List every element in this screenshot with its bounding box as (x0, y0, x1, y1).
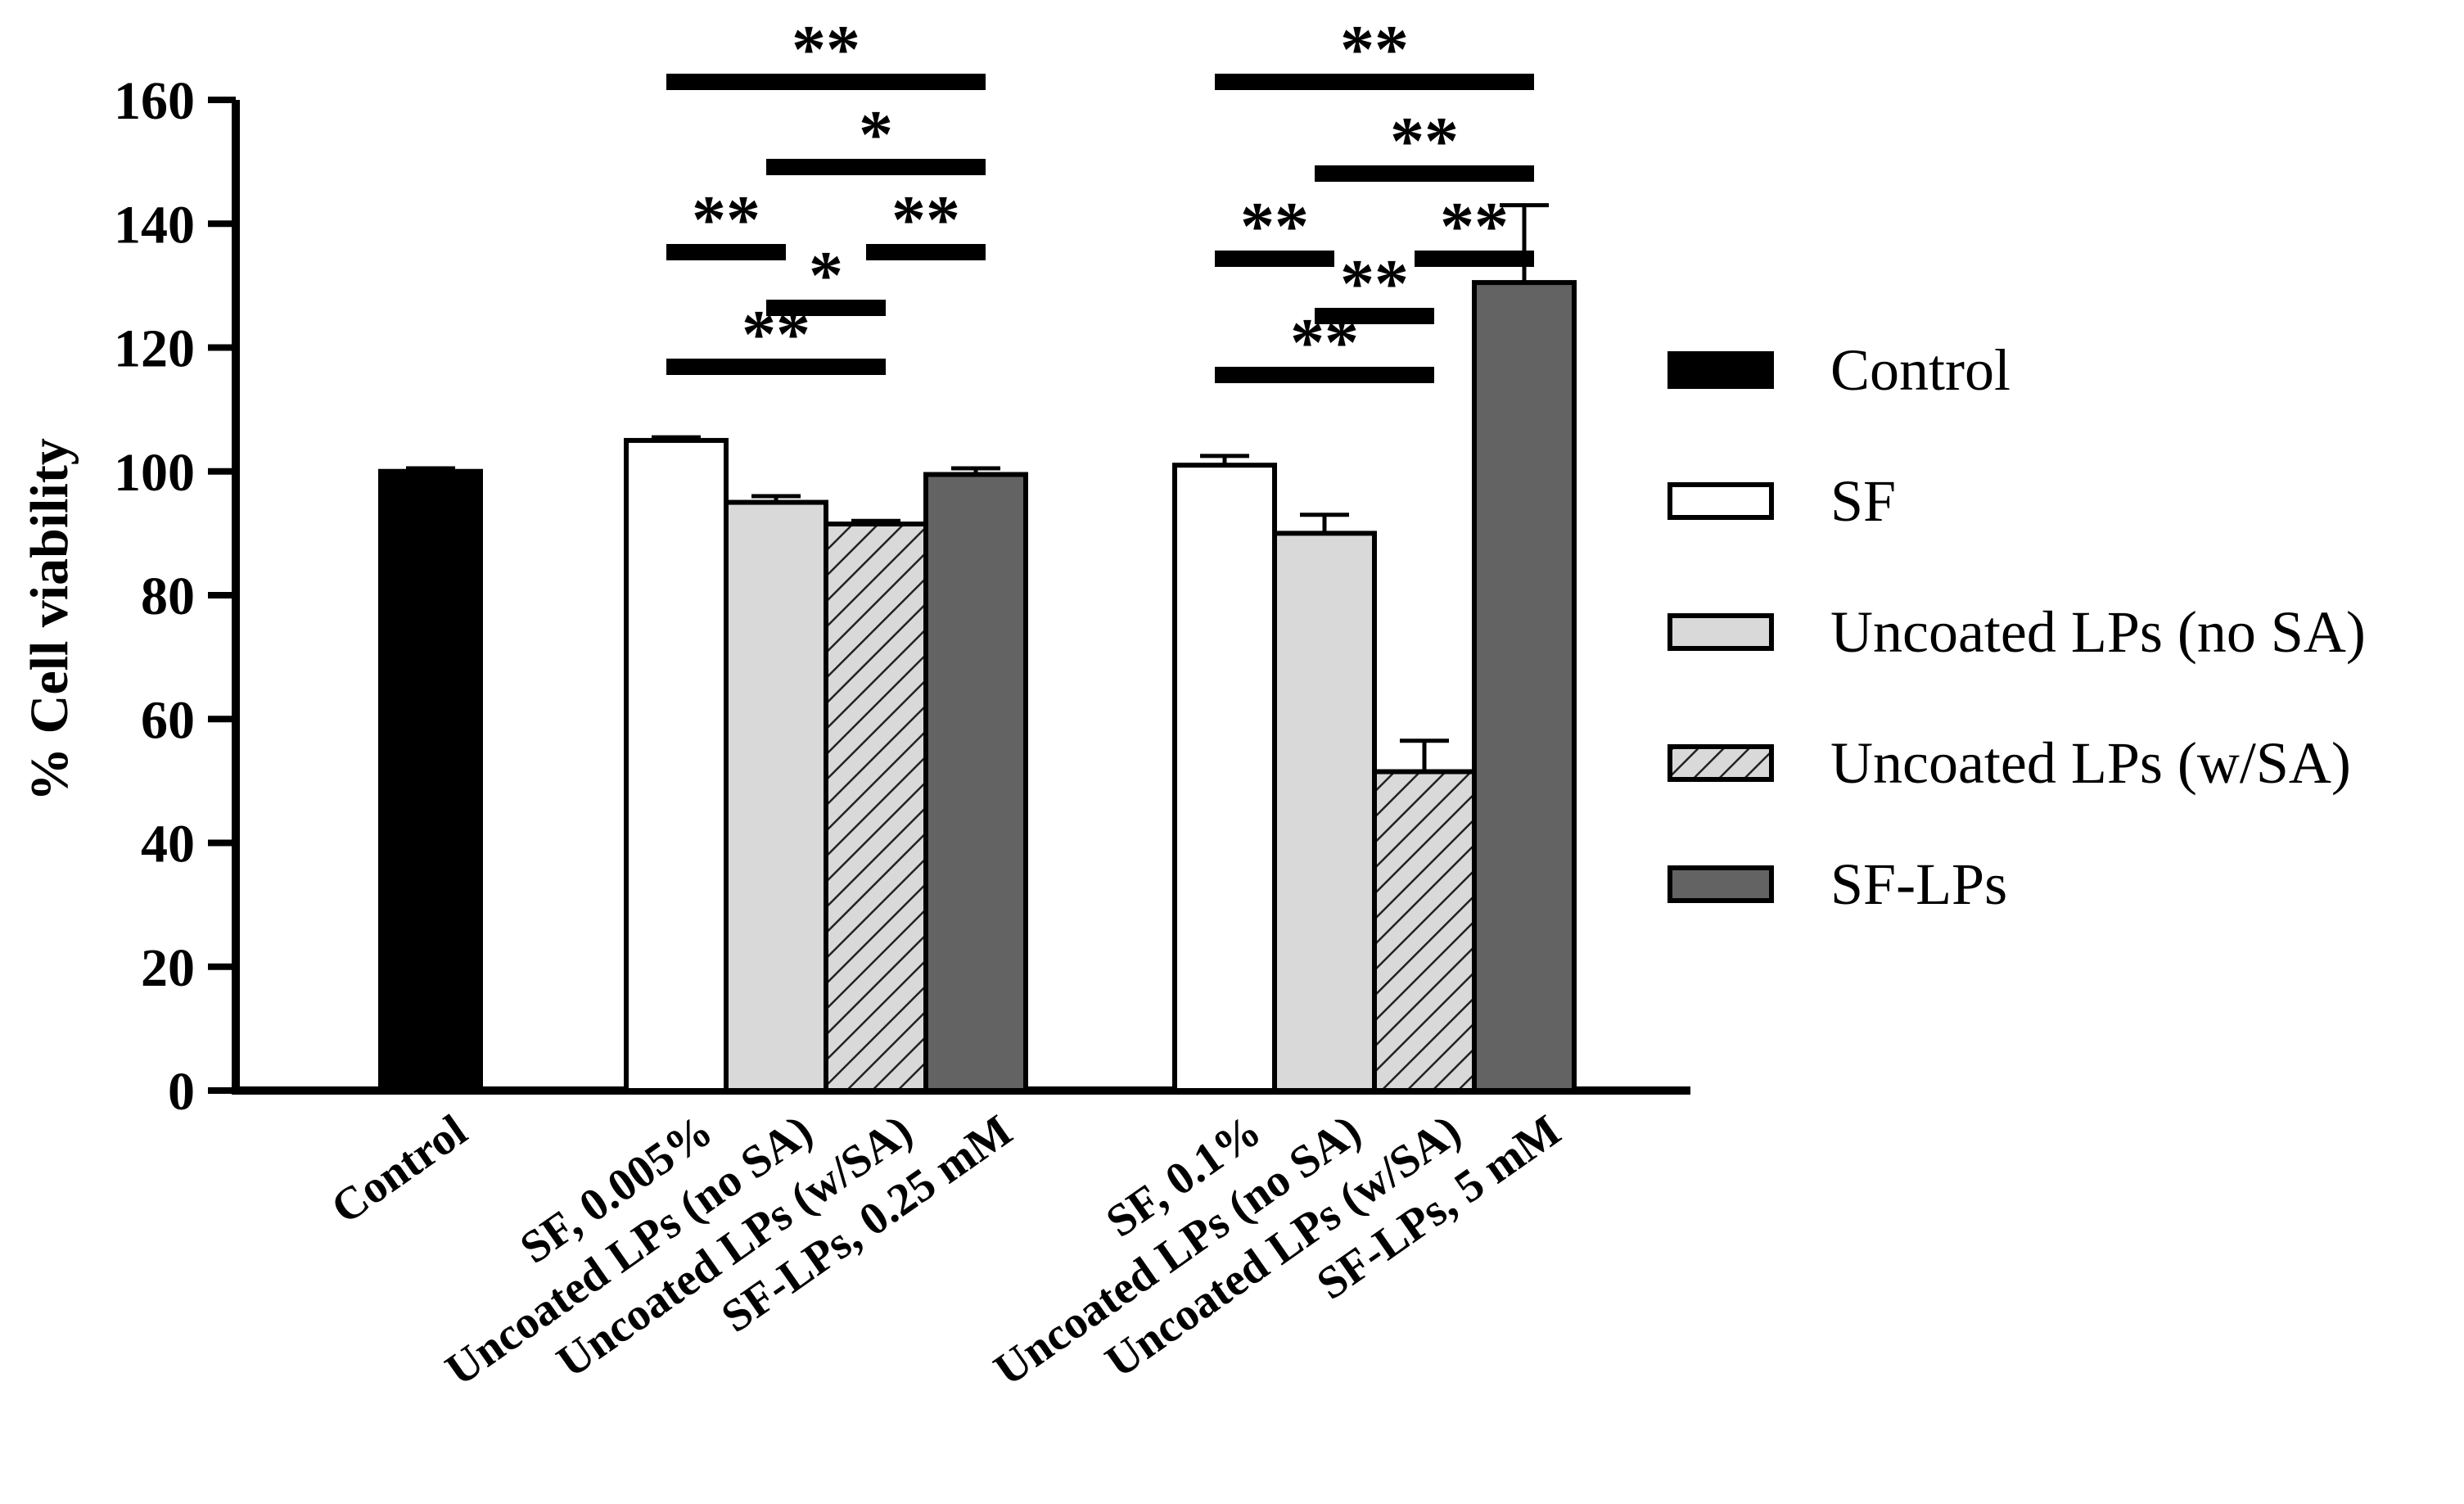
legend-label: SF-LPs (1830, 851, 2007, 917)
legend-label: Control (1830, 337, 2010, 403)
bar (1472, 280, 1577, 1093)
legend-label: Uncoated LPs (w/SA) (1830, 730, 2351, 796)
y-tick-label: 20 (141, 938, 195, 998)
bar (1272, 531, 1377, 1093)
legend-swatch (1667, 351, 1774, 389)
legend-label: Uncoated LPs (no SA) (1830, 599, 2366, 665)
y-tick-label: 120 (114, 319, 195, 379)
significance-stars: * (809, 237, 843, 314)
y-tick-label: 100 (114, 443, 195, 503)
bar (724, 499, 828, 1093)
legend-label: SF (1830, 468, 1896, 534)
bar (923, 472, 1028, 1093)
significance-stars: ** (1340, 11, 1409, 88)
significance-stars: ** (742, 296, 810, 373)
significance-stars: ** (692, 182, 760, 258)
significance-stars: * (859, 97, 893, 173)
bars (378, 280, 1577, 1093)
y-tick-label: 40 (141, 815, 195, 874)
y-tick-label: 140 (114, 195, 195, 255)
significance-stars: ** (1390, 103, 1459, 179)
significance-stars: ** (891, 182, 960, 258)
significance-stars: ** (792, 11, 860, 88)
significance-brackets: ***** *********** ****** (666, 11, 1534, 383)
legend-swatch (1667, 613, 1774, 651)
error-bars (406, 203, 1549, 772)
legend-swatch (1667, 482, 1774, 520)
bar (1372, 769, 1477, 1093)
y-axis-title: % Cell viability (20, 438, 79, 802)
category-labels: Control SF, 0.005%Uncoated LPs (no SA)Unc… (323, 1105, 1570, 1396)
significance-stars: ** (1290, 305, 1359, 381)
y-tick-label: 80 (141, 567, 195, 626)
significance-stars: ** (1240, 188, 1309, 264)
significance-stars: ** (1440, 188, 1509, 264)
y-tick-label: 0 (168, 1062, 195, 1122)
legend-swatch (1667, 865, 1774, 903)
y-tick-label: 60 (141, 690, 195, 750)
legend-swatch (1667, 744, 1774, 782)
significance-stars: ** (1340, 246, 1409, 322)
y-tick-label: 160 (114, 71, 195, 131)
bar (824, 522, 928, 1093)
bar (624, 437, 729, 1093)
category-label: Control (323, 1105, 476, 1234)
bar (1172, 463, 1277, 1093)
bar (378, 468, 483, 1093)
legend: Control SF Uncoated LPs (no SA) Uncoated LP… (1667, 337, 2366, 917)
